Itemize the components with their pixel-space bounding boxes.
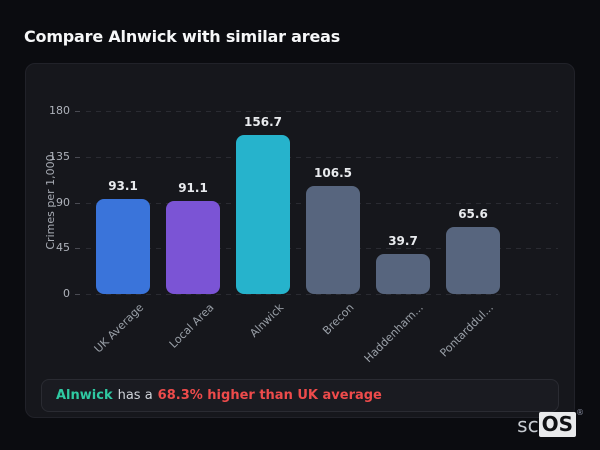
gridline	[86, 111, 558, 112]
bar[interactable]	[96, 199, 150, 294]
y-axis-tick	[75, 294, 80, 295]
y-axis-tick-label: 90	[56, 195, 70, 209]
registered-trademark-icon: ®	[576, 408, 584, 417]
bar-value-label: 156.7	[244, 114, 282, 129]
x-axis-category-label: Haddenham...	[362, 301, 427, 366]
y-axis-tick-label: 0	[63, 287, 70, 300]
scos-logo: sc OS ®	[517, 408, 584, 437]
bar-value-label: 65.6	[458, 207, 488, 222]
summary-note: Alnwick has a 68.3% higher than UK avera…	[41, 379, 559, 412]
y-axis-tick	[75, 248, 80, 250]
bar[interactable]	[376, 253, 430, 294]
page-title: Compare Alnwick with similar areas	[24, 27, 341, 46]
x-axis-category-label: Pontarddul...	[437, 301, 497, 360]
note-middle-text: has a	[117, 388, 153, 403]
y-axis-tick-label: 180	[49, 104, 70, 117]
bar-value-label: 91.1	[178, 181, 208, 196]
y-axis-tick-label: 45	[56, 241, 70, 255]
logo-suffix: OS	[538, 412, 576, 437]
bar[interactable]	[236, 134, 290, 294]
y-axis-tick	[75, 111, 80, 112]
x-axis-category-label: Brecon	[319, 301, 357, 338]
chart-card: Crimes per 1,000 0 45 90 135 180 93.1 UK Avera…	[25, 63, 575, 418]
bar[interactable]	[446, 227, 500, 294]
y-axis-tick-label: 135	[49, 149, 70, 163]
bar[interactable]	[306, 185, 360, 294]
x-axis-category-label: UK Average	[91, 301, 147, 356]
note-area-name: Alnwick	[56, 388, 113, 403]
bar-value-label: 106.5	[314, 165, 352, 180]
note-highlight-text: 68.3% higher than UK average	[157, 388, 382, 403]
gridline	[86, 294, 558, 295]
bar[interactable]	[166, 201, 220, 294]
y-axis-tick	[75, 156, 80, 158]
x-axis-category-label: Alnwick	[247, 301, 287, 340]
x-axis-category-label: Local Area	[166, 301, 217, 351]
logo-prefix: sc	[517, 413, 539, 437]
bar-value-label: 39.7	[388, 233, 418, 248]
bar-value-label: 93.1	[108, 179, 138, 194]
gridline	[86, 156, 558, 158]
y-axis-tick	[75, 202, 80, 204]
bar-chart-plot-area: Crimes per 1,000 0 45 90 135 180 93.1 UK Avera…	[44, 104, 558, 365]
